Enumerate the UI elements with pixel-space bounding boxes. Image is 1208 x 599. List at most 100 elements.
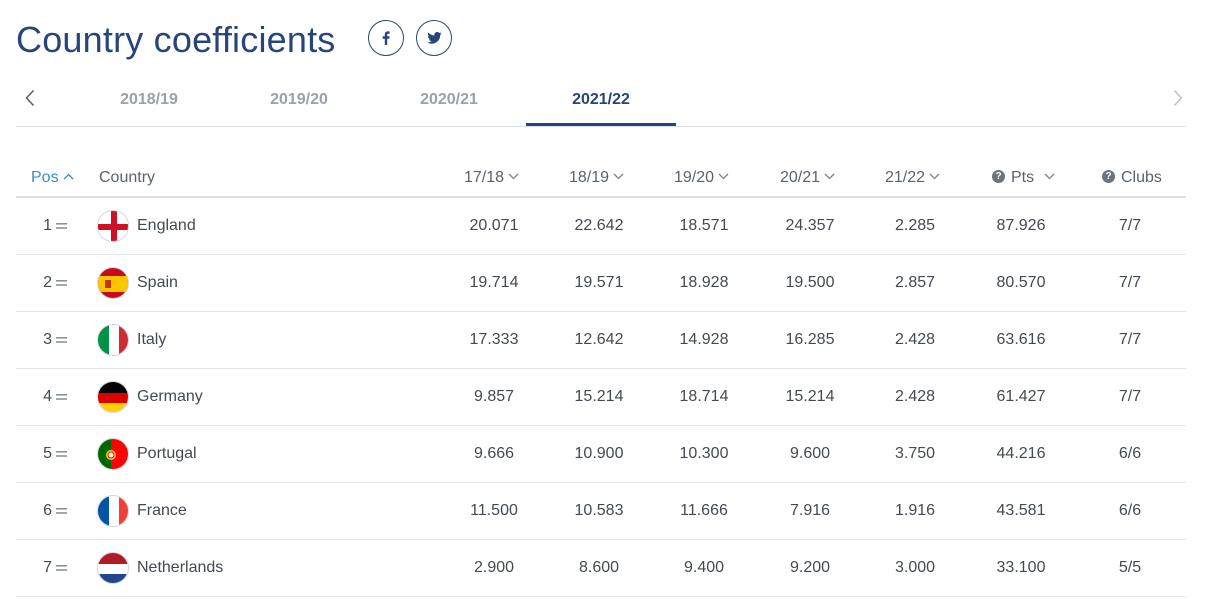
header-pts-label: Pts — [1011, 169, 1035, 186]
chevron-down-icon — [824, 158, 835, 194]
coef-18-19: 10.583 — [574, 502, 624, 519]
portugal-flag-icon — [97, 438, 129, 470]
spain-flag-icon — [97, 267, 129, 299]
chevron-down-icon — [613, 158, 624, 194]
coef-20-21: 9.600 — [789, 445, 831, 462]
coef-20-21: 16.285 — [785, 331, 835, 348]
clubs-remaining: 5/5 — [1118, 559, 1142, 576]
country-name[interactable]: France — [137, 502, 187, 519]
header-clubs-label: Clubs — [1121, 169, 1162, 186]
coef-19-20: 18.714 — [679, 388, 729, 405]
header-season-18-19-label: 18/19 — [569, 169, 610, 186]
tab-season-2021-22[interactable]: 2021/22 — [526, 76, 676, 126]
tab-season-2018-19[interactable]: 2018/19 — [120, 91, 178, 108]
coef-18-19: 22.642 — [574, 217, 624, 234]
equal-rank-icon — [56, 540, 70, 596]
country-name[interactable]: Netherlands — [137, 559, 224, 576]
clubs-remaining: 7/7 — [1118, 274, 1142, 291]
equal-rank-icon — [56, 483, 70, 539]
next-season-button[interactable] — [1168, 86, 1188, 110]
coef-17-18: 19.714 — [469, 274, 519, 291]
table-row: 5 Portugal 9.666 10.900 10.300 9.600 3.750 44.2… — [16, 426, 1186, 483]
italy-flag-icon — [97, 324, 129, 356]
chevron-left-icon — [25, 89, 35, 107]
coef-19-20: 18.571 — [679, 217, 729, 234]
row-position: 3 — [43, 331, 52, 348]
row-position: 7 — [43, 559, 52, 576]
table-body: 1 England 20.071 22.642 18.571 24.357 2.285 87.… — [16, 198, 1186, 597]
table-row: 4 Germany 9.857 15.214 18.714 15.214 2.428 61.4… — [16, 369, 1186, 426]
country-name[interactable]: Portugal — [137, 445, 197, 462]
info-icon[interactable]: ? — [1102, 169, 1115, 183]
chevron-down-icon — [508, 158, 519, 194]
chevron-down-icon — [929, 158, 940, 194]
total-points: 80.570 — [996, 274, 1046, 291]
country-name[interactable]: Italy — [137, 331, 167, 348]
facebook-icon — [382, 31, 390, 45]
header-pts[interactable]: ? Pts — [992, 160, 1055, 196]
coef-21-22: 2.857 — [894, 274, 936, 291]
table-row: 2 Spain 19.714 19.571 18.928 19.500 2.857 80.57… — [16, 255, 1186, 312]
header-season-19-20-label: 19/20 — [674, 169, 715, 186]
equal-rank-icon — [56, 255, 70, 311]
header-clubs[interactable]: ? Clubs — [1102, 160, 1162, 196]
country-name[interactable]: Spain — [137, 274, 178, 291]
info-icon[interactable]: ? — [992, 169, 1005, 183]
season-tabs: 2018/19 2019/20 2020/21 2021/22 — [16, 76, 1186, 127]
tab-season-2020-21[interactable]: 2020/21 — [420, 91, 478, 108]
row-position: 4 — [43, 388, 52, 405]
header-season-17-18-label: 17/18 — [464, 169, 505, 186]
header-season-21-22[interactable]: 21/22 — [885, 160, 940, 196]
coef-20-21: 24.357 — [785, 217, 835, 234]
header-season-18-19[interactable]: 18/19 — [569, 160, 624, 196]
coef-19-20: 14.928 — [679, 331, 729, 348]
header-season-19-20[interactable]: 19/20 — [674, 160, 729, 196]
coef-19-20: 11.666 — [680, 502, 728, 519]
coef-18-19: 10.900 — [574, 445, 624, 462]
coef-19-20: 10.300 — [679, 445, 729, 462]
country-name[interactable]: England — [137, 217, 196, 234]
country-name[interactable]: Germany — [137, 388, 203, 405]
equal-rank-icon — [56, 198, 70, 254]
header-season-21-22-label: 21/22 — [885, 169, 926, 186]
coef-17-18: 11.500 — [470, 502, 518, 519]
coef-21-22: 1.916 — [894, 502, 936, 519]
chevron-down-icon — [1044, 158, 1055, 194]
coef-18-19: 12.642 — [574, 331, 624, 348]
row-position: 6 — [43, 502, 52, 519]
total-points: 63.616 — [996, 331, 1046, 348]
equal-rank-icon — [56, 426, 70, 482]
row-position: 1 — [43, 217, 52, 234]
chevron-right-icon — [1173, 90, 1183, 106]
coef-17-18: 2.900 — [473, 559, 515, 576]
chevron-up-icon — [63, 158, 74, 194]
coef-17-18: 20.071 — [469, 217, 519, 234]
coef-21-22: 2.428 — [894, 331, 936, 348]
total-points: 61.427 — [996, 388, 1046, 405]
coef-20-21: 9.200 — [789, 559, 831, 576]
total-points: 43.581 — [996, 502, 1046, 519]
header-season-17-18[interactable]: 17/18 — [464, 160, 519, 196]
header-season-20-21[interactable]: 20/21 — [780, 160, 835, 196]
coef-17-18: 17.333 — [469, 331, 519, 348]
total-points: 44.216 — [996, 445, 1046, 462]
clubs-remaining: 6/6 — [1118, 445, 1142, 462]
previous-season-button[interactable] — [20, 86, 40, 110]
header-country[interactable]: Country — [99, 169, 156, 186]
twitter-share-button[interactable] — [416, 20, 452, 56]
england-flag-icon — [97, 210, 129, 242]
coef-18-19: 15.214 — [574, 388, 624, 405]
netherlands-flag-icon — [97, 552, 129, 584]
table-header: Pos Country 17/18 18/19 19/20 20/21 21/2… — [16, 160, 1186, 198]
header-season-20-21-label: 20/21 — [780, 169, 821, 186]
header-pos[interactable]: Pos — [31, 160, 74, 196]
equal-rank-icon — [56, 369, 70, 425]
coef-17-18: 9.666 — [473, 445, 515, 462]
facebook-share-button[interactable] — [368, 20, 404, 56]
coef-21-22: 2.428 — [894, 388, 936, 405]
equal-rank-icon — [56, 312, 70, 368]
tab-season-2019-20[interactable]: 2019/20 — [270, 91, 328, 108]
clubs-remaining: 7/7 — [1118, 388, 1142, 405]
coef-21-22: 3.000 — [894, 559, 936, 576]
table-row: 3 Italy 17.333 12.642 14.928 16.285 2.428 63.61… — [16, 312, 1186, 369]
